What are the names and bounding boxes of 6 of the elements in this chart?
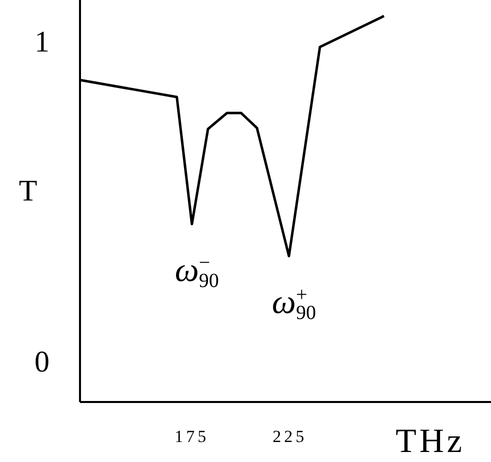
x-axis-title: THz (396, 423, 465, 460)
y-tick-label: 1 (34, 25, 50, 58)
y-tick-label: 0 (34, 345, 50, 378)
x-tick-label: 175 (174, 427, 210, 446)
x-tick-label: 225 (272, 427, 308, 446)
y-axis-title: T (18, 174, 38, 208)
